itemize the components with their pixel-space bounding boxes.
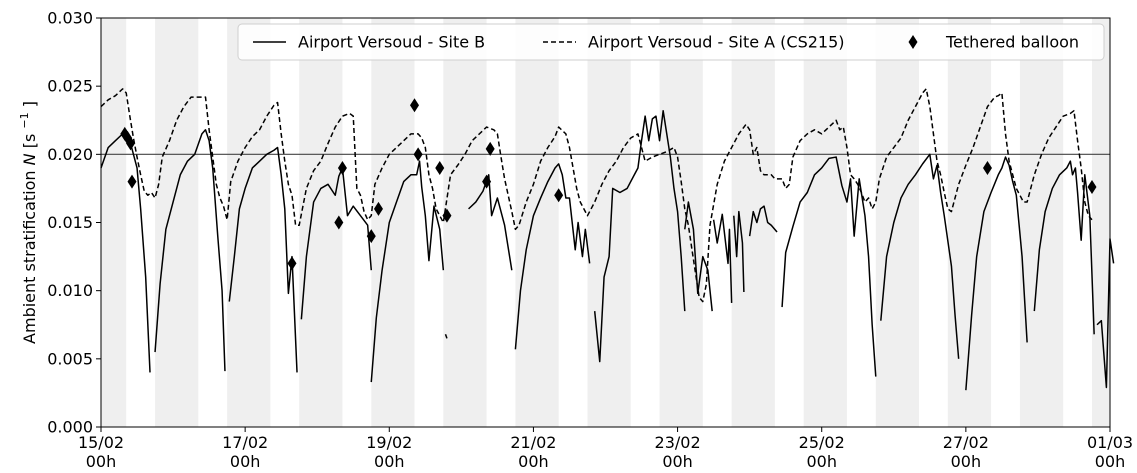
y-tick-label-5: 0.025 [47,77,93,96]
shaded-period-0 [101,18,127,427]
y-tick-label-2: 0.010 [47,281,93,300]
balloon-point-13 [482,174,492,189]
x-tick-date-4: 23/02 [655,433,701,452]
y-axis-label-layer: Ambient stratification N [s −1 ] [13,101,39,344]
y-axis-label-unit-close: ] [20,101,39,107]
balloon-point-3 [127,174,137,189]
site-b-line-segment-3 [300,167,373,320]
y-tick-label-6: 0.030 [47,9,93,28]
y-axis-label-unit-exponent: −1 [18,112,31,128]
balloon-point-14 [485,141,495,156]
tick-label-layer: 0.000 0.005 0.010 0.015 0.020 0.025 0.030 15/02… [47,9,1133,472]
balloon-point-6 [337,160,347,175]
y-tick-label-3: 0.015 [47,213,93,232]
series-layer [100,88,1115,391]
balloon-point-17 [1087,180,1097,195]
shaded-period-5 [443,18,487,427]
x-tick-date-1: 17/02 [222,433,268,452]
shaded-period-10 [803,18,847,427]
shaded-period-6 [515,18,559,427]
site-b-line-segment-13 [781,156,877,377]
legend-label-balloon: Tethered balloon [945,33,1079,52]
shaded-period-11 [875,18,920,427]
y-axis-label: Ambient stratification N [s −1 ] [13,101,39,344]
y-axis-label-unit-open: [s [20,134,39,149]
x-tick-hour-3: 00h [518,452,549,471]
site-b-line-segment-11 [733,210,745,293]
balloon-marker-layer [120,98,1097,271]
x-tick-hour-4: 00h [662,452,693,471]
y-tick-label-4: 0.020 [47,145,93,164]
shaded-period-8 [659,18,703,427]
site-b-line-segment-8 [593,109,686,363]
x-tick-hour-2: 00h [374,452,405,471]
x-tick-date-6: 27/02 [943,433,989,452]
shaded-period-13 [1019,18,1064,427]
site-b-line-segment-5 [444,334,448,339]
x-tick-hour-1: 00h [230,452,261,471]
site-b-line-segment-2 [228,146,298,373]
shaded-period-4 [371,18,415,427]
x-tick-date-0: 15/02 [78,433,124,452]
shaded-period-14 [1091,18,1110,427]
balloon-point-12 [442,208,452,223]
balloon-point-16 [982,160,992,175]
legend-box [237,23,1105,61]
y-tick-label-0: 0.000 [47,418,93,437]
x-tick-hour-5: 00h [806,452,837,471]
shaded-period-2 [227,18,271,427]
site-b-line-segment-12 [748,205,778,237]
day-shading-layer [101,18,1110,427]
balloon-point-8 [373,201,383,216]
x-tick-hour-0: 00h [86,452,117,471]
y-axis-label-symbol: N [20,153,39,165]
site-b-line-segment-7 [514,163,591,350]
balloon-point-10 [413,147,423,162]
site-b-line-segment-4 [370,160,445,383]
y-tick-label-1: 0.005 [47,349,93,368]
site-b-line-segment-10 [712,213,733,303]
shaded-period-7 [587,18,631,427]
shaded-period-12 [947,18,992,427]
x-tick-date-2: 19/02 [366,433,412,452]
site-b-line-segment-17 [1096,238,1115,389]
x-tick-hour-6: 00h [951,452,982,471]
balloon-point-11 [435,160,445,175]
site-a-line-segment-0 [100,88,1093,303]
legend-label-site-b: Airport Versoud - Site B [298,33,485,52]
balloon-point-5 [334,215,344,230]
x-tick-date-7: 01/03 [1087,433,1133,452]
shaded-period-1 [155,18,199,427]
balloon-point-2 [126,136,136,151]
balloon-point-15 [554,188,564,203]
y-axis-label-prefix: Ambient stratification [20,165,39,344]
site-b-line-segment-16 [1033,160,1095,335]
site-b-line-segment-14 [880,153,960,359]
x-tick-hour-7: 00h [1095,452,1126,471]
site-b-line-segment-15 [965,156,1028,391]
site-b-line-segment-1 [154,129,226,372]
legend-swatch-balloon [908,35,918,49]
x-tick-date-3: 21/02 [510,433,556,452]
balloon-point-7 [366,229,376,244]
site-b-line-segment-6 [468,174,513,271]
legend: Airport Versoud - Site B Airport Versoud … [237,23,1105,61]
legend-label-site-a: Airport Versoud - Site A (CS215) [588,33,845,52]
balloon-point-9 [410,98,420,113]
balloon-point-4 [287,256,297,271]
x-tick-date-5: 25/02 [799,433,845,452]
